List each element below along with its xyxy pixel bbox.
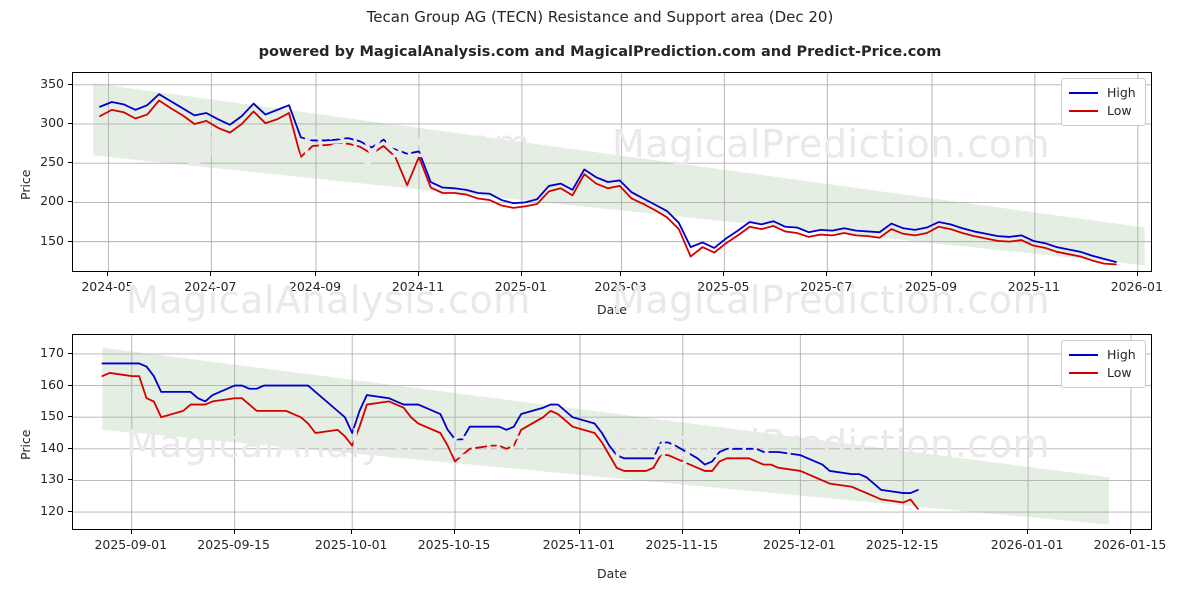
x-tick-mark	[454, 530, 456, 534]
x-tick-mark	[799, 530, 801, 534]
legend-item-high[interactable]: High	[1069, 346, 1136, 364]
x-tick-mark	[681, 530, 683, 534]
overview-x-axis-label: Date	[597, 302, 627, 317]
x-tick-mark	[351, 530, 353, 534]
overview-plot-area	[72, 72, 1152, 272]
x-tick-label: 2025-12-15	[865, 537, 939, 552]
legend-item-low[interactable]: Low	[1069, 102, 1136, 120]
legend-label-high: High	[1107, 347, 1136, 362]
detail-x-axis-label: Date	[597, 566, 627, 581]
overview-plot-svg	[73, 73, 1151, 271]
detail-plot-svg	[73, 335, 1151, 529]
x-tick-mark	[578, 530, 580, 534]
y-tick-mark	[68, 352, 72, 354]
x-tick-mark	[1027, 530, 1029, 534]
legend-swatch-high	[1069, 354, 1098, 356]
x-tick-label: 2025-10-01	[314, 537, 388, 552]
y-tick-label: 250	[40, 154, 64, 170]
x-tick-mark	[130, 530, 132, 534]
y-tick-label: 130	[40, 471, 64, 487]
overview-chart-panel	[72, 72, 1152, 272]
y-tick-label: 150	[40, 232, 64, 248]
x-tick-label: 2024-09	[288, 279, 342, 294]
x-tick-mark	[723, 272, 725, 276]
chart-title: Tecan Group AG (TECN) Resistance and Sup…	[366, 8, 834, 26]
x-tick-mark	[1129, 530, 1131, 534]
series-line-low	[99, 99, 1117, 266]
x-tick-label: 2025-10-15	[417, 537, 491, 552]
x-tick-label: 2025-11-01	[542, 537, 616, 552]
x-tick-mark	[417, 272, 419, 276]
x-tick-label: 2024-05	[81, 279, 134, 294]
x-tick-label: 2024-11	[391, 279, 445, 294]
y-tick-label: 350	[40, 75, 64, 91]
x-tick-mark	[620, 272, 622, 276]
legend-swatch-low	[1069, 110, 1098, 112]
x-tick-mark	[826, 272, 828, 276]
y-tick-label: 160	[40, 376, 64, 392]
x-tick-mark	[1033, 272, 1035, 276]
support-resistance-band	[102, 347, 1109, 525]
x-tick-label: 2025-11	[1007, 279, 1060, 294]
y-tick-mark	[68, 240, 72, 242]
x-tick-label: 2026-01-01	[990, 537, 1064, 552]
detail-legend: High Low	[1061, 340, 1146, 388]
y-tick-label: 300	[40, 114, 64, 130]
legend-item-high[interactable]: High	[1069, 84, 1136, 102]
detail-plot-area	[72, 334, 1152, 530]
y-tick-mark	[68, 122, 72, 124]
y-tick-label: 200	[40, 193, 64, 209]
x-tick-label: 2026-01-15	[1093, 537, 1167, 552]
series-line-high	[101, 362, 919, 494]
chart-subtitle: powered by MagicalAnalysis.com and Magic…	[258, 44, 942, 60]
y-tick-mark	[68, 83, 72, 85]
x-tick-mark	[930, 272, 932, 276]
x-tick-mark	[107, 272, 109, 276]
legend-item-low[interactable]: Low	[1069, 364, 1136, 382]
x-tick-label: 2024-07	[184, 279, 237, 294]
y-tick-label: 140	[40, 439, 64, 455]
x-tick-mark	[520, 272, 522, 276]
x-tick-label: 2025-03	[594, 279, 647, 294]
x-tick-mark	[233, 530, 235, 534]
legend-swatch-high	[1069, 92, 1098, 94]
series-line-low	[101, 372, 919, 510]
y-tick-mark	[68, 416, 72, 418]
y-tick-label: 170	[40, 344, 64, 360]
x-tick-mark	[1136, 272, 1138, 276]
legend-label-high: High	[1107, 85, 1136, 100]
x-tick-label: 2025-05	[697, 279, 750, 294]
x-tick-label: 2025-09	[904, 279, 958, 294]
x-tick-mark	[315, 272, 316, 276]
y-tick-mark	[68, 511, 72, 513]
detail-chart-panel	[72, 334, 1152, 530]
y-tick-mark	[68, 162, 72, 164]
legend-swatch-low	[1069, 372, 1098, 374]
x-tick-label: 2025-09-15	[197, 537, 270, 552]
y-tick-mark	[68, 479, 72, 481]
x-tick-label: 2025-11-15	[645, 537, 719, 552]
x-tick-label: 2025-09-01	[94, 537, 168, 552]
x-tick-mark	[210, 272, 212, 276]
x-tick-label: 2025-01	[494, 279, 547, 294]
x-tick-label: 2026-01	[1110, 279, 1163, 294]
overview-legend: High Low	[1061, 78, 1146, 126]
y-tick-label: 120	[40, 503, 64, 519]
support-resistance-band	[93, 83, 1145, 266]
series-line-high	[99, 93, 1117, 263]
y-tick-mark	[68, 384, 72, 386]
legend-label-low: Low	[1107, 365, 1132, 380]
y-tick-label: 150	[40, 408, 64, 424]
x-tick-mark	[902, 530, 904, 534]
x-tick-label: 2025-07	[800, 279, 853, 294]
legend-label-low: Low	[1107, 103, 1132, 118]
y-tick-mark	[68, 201, 72, 203]
y-tick-mark	[68, 447, 72, 449]
x-tick-label: 2025-12-01	[763, 537, 836, 552]
